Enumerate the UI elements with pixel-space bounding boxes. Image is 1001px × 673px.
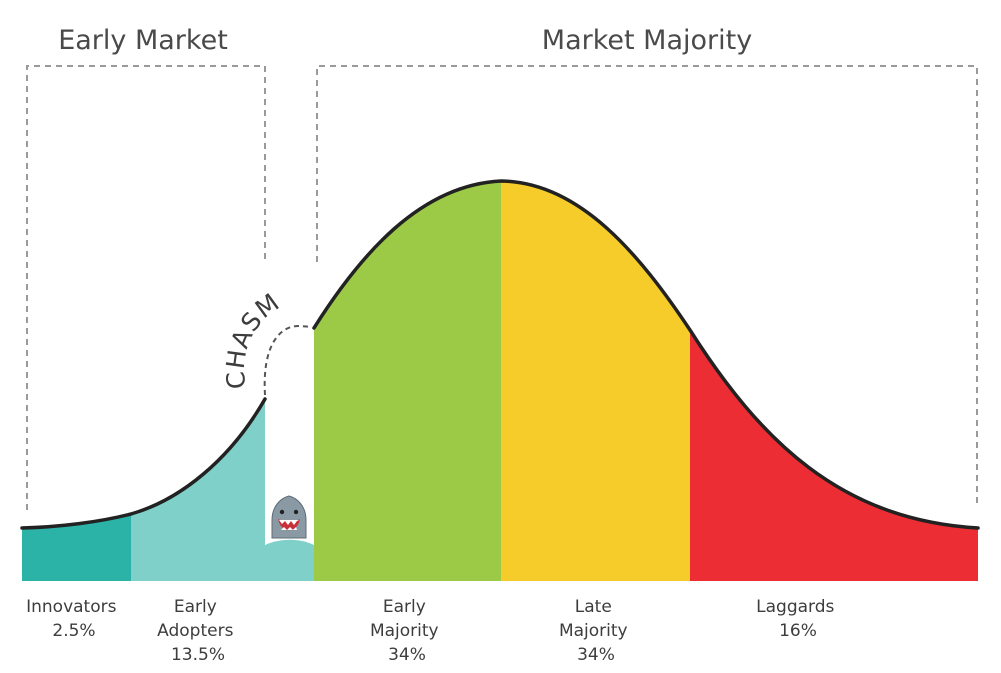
adoption-curve-right xyxy=(312,179,980,530)
label-early-majority: Early Majority 34% xyxy=(370,597,444,665)
label-innovators: Innovators 2.5% xyxy=(26,597,122,641)
market-majority-title: Market Majority xyxy=(542,25,752,56)
early-majority-name-line1: Early xyxy=(383,597,426,617)
segment-innovators xyxy=(22,514,131,581)
segment-late-majority xyxy=(501,181,690,581)
laggards-name: Laggards xyxy=(756,597,834,617)
laggards-percent: 16% xyxy=(779,621,817,641)
early-adopters-percent: 13.5% xyxy=(171,645,225,665)
late-majority-name-line1: Late xyxy=(575,597,612,617)
early-majority-name-line2: Majority xyxy=(370,621,439,641)
segment-early-majority xyxy=(314,181,501,581)
segment-early-adopters xyxy=(131,399,265,581)
late-majority-percent: 34% xyxy=(577,645,615,665)
early-adopters-name-line1: Early xyxy=(174,597,217,617)
innovators-percent: 2.5% xyxy=(52,621,95,641)
chasm-arc xyxy=(263,324,313,396)
segment-laggards xyxy=(690,330,978,581)
label-laggards: Laggards 16% xyxy=(756,597,840,641)
shark-icon xyxy=(271,495,307,539)
innovators-name: Innovators xyxy=(26,597,116,617)
chasm-water xyxy=(265,539,314,581)
early-market-title: Early Market xyxy=(58,25,228,56)
early-market-bracket xyxy=(26,65,266,510)
label-early-adopters: Early Adopters 13.5% xyxy=(157,597,239,665)
adoption-curve-left xyxy=(20,397,267,530)
early-majority-percent: 34% xyxy=(388,645,426,665)
label-late-majority: Late Majority 34% xyxy=(559,597,633,665)
early-adopters-name-line2: Adopters xyxy=(157,621,233,641)
late-majority-name-line2: Majority xyxy=(559,621,628,641)
